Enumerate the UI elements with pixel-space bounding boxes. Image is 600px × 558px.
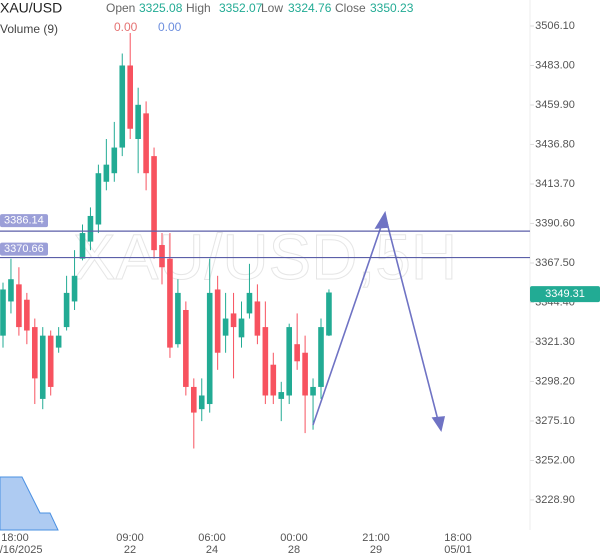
- candle-body: [0, 289, 6, 336]
- candle-body: [32, 327, 38, 379]
- last-price-bg: [530, 286, 600, 303]
- candle-body: [246, 292, 253, 314]
- x-tick-label: 24: [206, 544, 218, 556]
- candle-body: [151, 156, 157, 251]
- readout-value: 3350.23: [370, 1, 414, 15]
- volume-label: Volume (9): [0, 22, 58, 36]
- candle-body: [55, 335, 62, 348]
- candle-body: [103, 164, 110, 182]
- x-tick-label: 22: [124, 544, 136, 556]
- volume-area: [0, 476, 59, 531]
- candle-body: [278, 392, 285, 399]
- candle-body: [16, 284, 22, 328]
- candle-body: [79, 233, 86, 259]
- y-tick-label: 3228.90: [535, 494, 575, 506]
- candle-body: [47, 335, 54, 387]
- hline-label-bg: [0, 242, 48, 256]
- y-tick-label: 3483.00: [535, 59, 575, 71]
- candle-body: [198, 395, 205, 410]
- candle-body: [214, 289, 221, 353]
- candle-body: [87, 215, 94, 242]
- y-tick-label: 3506.10: [535, 20, 575, 32]
- candle-body: [238, 318, 245, 338]
- candle-body: [183, 309, 189, 387]
- x-tick-label: 04/16/2025: [0, 544, 43, 556]
- hline-label-bg: [0, 214, 48, 228]
- candle-body: [71, 275, 78, 302]
- y-tick-label: 3252.00: [535, 454, 575, 466]
- candle-body: [270, 364, 277, 396]
- x-tick-label: 05/01: [444, 544, 472, 556]
- watermark: XAU/USD,5H: [73, 221, 457, 293]
- y-tick-label: 3275.10: [535, 415, 575, 427]
- candle-body: [294, 344, 300, 362]
- candle-body: [222, 318, 229, 336]
- drawing-arrow: [312, 210, 446, 432]
- candle-body: [286, 327, 292, 396]
- last-price-label: 3349.31: [545, 288, 585, 300]
- readout-label: High: [186, 1, 211, 15]
- candle-body: [206, 292, 213, 405]
- x-tick-label: 28: [288, 544, 300, 556]
- readout-label: Low: [261, 1, 283, 15]
- y-tick-label: 3459.90: [535, 99, 575, 111]
- readout-value: 3325.08: [139, 1, 183, 15]
- candle-body: [175, 292, 181, 345]
- volume-readout: 0.00: [114, 20, 138, 34]
- x-tick-label: 29: [370, 544, 382, 556]
- hline-label: 3386.14: [4, 215, 44, 227]
- candle-body: [127, 65, 133, 129]
- y-tick-label: 3367.50: [535, 257, 575, 269]
- candle-body: [262, 327, 269, 396]
- candle-body: [159, 245, 165, 268]
- candle-body: [135, 104, 141, 140]
- candle-body: [318, 327, 324, 387]
- candle-body: [8, 279, 14, 302]
- x-tick-label: 06:00: [198, 532, 226, 544]
- chart-title: XAU/USD: [0, 0, 62, 16]
- candle-body: [63, 292, 70, 328]
- x-tick-label: 09:00: [116, 532, 144, 544]
- readout-value: 3324.76: [288, 1, 332, 15]
- hline-label: 3370.66: [4, 243, 44, 255]
- candle-body: [111, 147, 118, 174]
- candle-body: [230, 313, 237, 328]
- candle-body: [167, 258, 173, 348]
- candle-body: [326, 292, 332, 336]
- candle-body: [254, 301, 261, 336]
- candle-body: [302, 352, 308, 396]
- x-tick-label: 00:00: [280, 532, 308, 544]
- candle-body: [143, 113, 149, 174]
- x-tick-label: 18:00: [444, 532, 472, 544]
- y-tick-label: 3413.70: [535, 178, 575, 190]
- candle-body: [95, 173, 102, 225]
- candle-body: [310, 386, 316, 396]
- x-tick-label: 21:00: [362, 532, 390, 544]
- readout-label: Close: [335, 1, 366, 15]
- y-tick-label: 3321.30: [535, 336, 575, 348]
- candle-body: [24, 299, 30, 331]
- y-tick-label: 3436.80: [535, 138, 575, 150]
- candle-body: [191, 386, 197, 413]
- y-tick-label: 3390.60: [535, 217, 575, 229]
- volume-readout: 0.00: [158, 20, 182, 34]
- x-tick-label: 18:00: [1, 532, 29, 544]
- candle-body: [119, 65, 126, 148]
- readout-label: Open: [106, 1, 135, 15]
- readout-value: 3352.07: [219, 1, 263, 15]
- y-tick-label: 3298.20: [535, 375, 575, 387]
- candle-body: [39, 335, 46, 399]
